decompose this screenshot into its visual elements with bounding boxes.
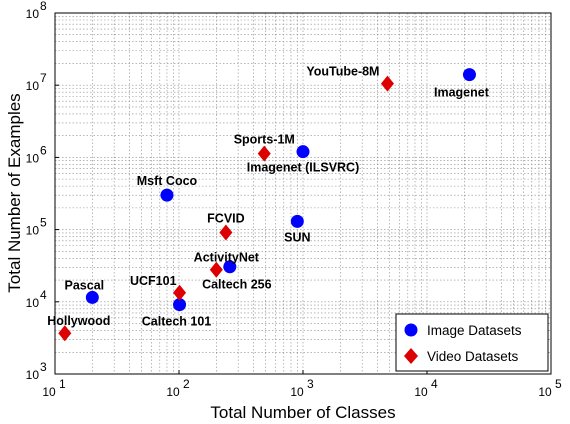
x-tick-base: 10 <box>414 385 428 399</box>
data-label-hollywood: Hollywood <box>47 314 110 328</box>
x-tick-label: 102 <box>166 377 190 399</box>
legend-box <box>395 313 549 372</box>
marker-youtube-8m <box>380 75 394 92</box>
y-tick-label: 108 <box>26 0 47 21</box>
data-label-imagenet: Imagenet <box>434 86 490 100</box>
data-label-sports-1m: Sports-1M <box>234 133 295 147</box>
marker-imagenet <box>462 68 476 82</box>
y-tick-base: 10 <box>26 151 40 165</box>
x-tick-base: 10 <box>538 385 552 399</box>
data-label-imagenet-ilsvrc: Imagenet (ILSVRC) <box>247 161 360 175</box>
y-tick-base: 10 <box>26 368 40 382</box>
data-label-activitynet: ActivityNet <box>194 251 260 265</box>
marker-sun <box>290 214 304 228</box>
marker-caltech-101 <box>173 298 187 312</box>
y-tick-exponent: 5 <box>40 216 47 230</box>
x-tick-label: 101 <box>42 377 66 399</box>
y-tick-exponent: 6 <box>40 143 47 157</box>
x-tick-exponent: 4 <box>431 377 438 391</box>
marker-pascal <box>85 290 99 304</box>
y-tick-exponent: 4 <box>40 288 47 302</box>
x-tick-base: 10 <box>166 385 180 399</box>
y-tick-label: 105 <box>26 216 47 238</box>
y-tick-base: 10 <box>26 7 40 21</box>
y-tick-exponent: 8 <box>40 0 47 13</box>
marker-caltech-256 <box>223 260 237 274</box>
x-tick-label: 104 <box>414 377 438 399</box>
y-tick-label: 107 <box>26 71 47 93</box>
grid <box>55 13 551 374</box>
x-tick-exponent: 1 <box>59 377 66 391</box>
data-label-youtube-8m: YouTube-8M <box>306 65 379 79</box>
data-markers <box>58 68 476 342</box>
y-tick-base: 10 <box>26 296 40 310</box>
y-tick-label: 103 <box>26 360 47 382</box>
legend: Image Datasets Video Datasets <box>395 313 549 372</box>
marker-imagenet-ilsvrc <box>296 145 310 159</box>
marker-activitynet <box>209 261 223 278</box>
x-tick-label: 105 <box>538 377 562 399</box>
marker-hollywood <box>58 325 72 342</box>
marker-ucf101 <box>173 284 187 301</box>
data-label-ucf101: UCF101 <box>130 274 177 288</box>
y-tick-exponent: 7 <box>40 71 47 85</box>
data-label-msft-coco: Msft Coco <box>137 174 198 188</box>
marker-sports-1m <box>257 145 271 162</box>
legend-marker-video-datasets <box>404 348 418 364</box>
x-tick-exponent: 5 <box>555 377 562 391</box>
marker-fcvid <box>219 224 233 241</box>
y-tick-base: 10 <box>26 79 40 93</box>
x-tick-base: 10 <box>42 385 56 399</box>
y-tick-base: 10 <box>26 224 40 238</box>
data-label-fcvid: FCVID <box>207 212 245 226</box>
x-tick-base: 10 <box>290 385 304 399</box>
y-tick-exponent: 3 <box>40 360 47 374</box>
marker-msft-coco <box>160 188 174 202</box>
legend-marker-image-datasets <box>404 323 418 337</box>
data-label-pascal: Pascal <box>65 278 105 292</box>
x-tick-exponent: 3 <box>307 377 314 391</box>
legend-label-video-datasets: Video Datasets <box>427 349 519 364</box>
y-tick-label: 106 <box>26 143 47 165</box>
data-label-caltech-101: Caltech 101 <box>142 315 212 329</box>
data-label-sun: SUN <box>284 230 310 244</box>
x-axis-label: Total Number of Classes <box>210 403 395 422</box>
y-tick-label: 104 <box>26 288 47 310</box>
data-label-caltech-256: Caltech 256 <box>202 278 272 292</box>
x-tick-label: 103 <box>290 377 314 399</box>
y-axis-label: Total Number of Examples <box>5 93 24 292</box>
legend-label-image-datasets: Image Datasets <box>427 323 522 338</box>
x-tick-exponent: 2 <box>183 377 190 391</box>
data-labels: Imagenet Imagenet (ILSVRC) Msft Coco SUN Cal… <box>47 65 490 329</box>
